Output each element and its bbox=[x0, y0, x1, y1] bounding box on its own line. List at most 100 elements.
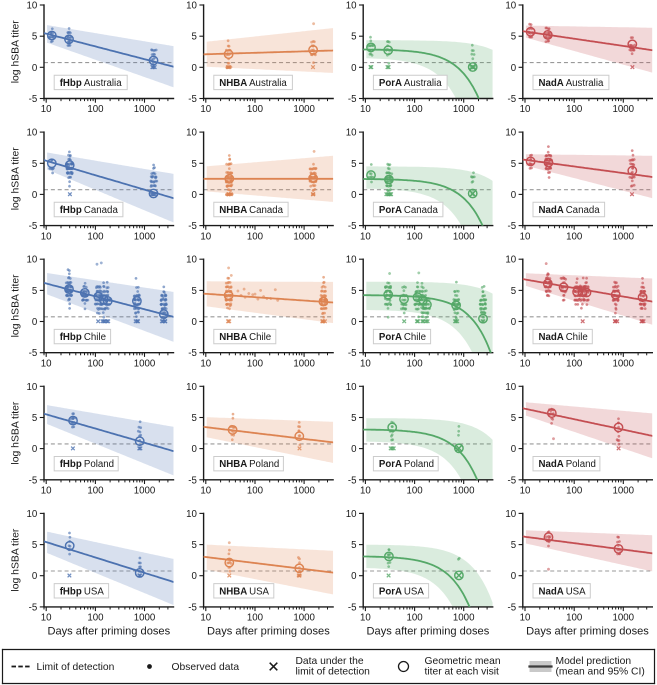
svg-text:0: 0 bbox=[511, 444, 517, 455]
svg-text:0: 0 bbox=[351, 317, 357, 328]
svg-text:1000: 1000 bbox=[613, 104, 635, 115]
svg-text:10: 10 bbox=[186, 255, 197, 266]
svg-text:10: 10 bbox=[27, 382, 38, 393]
svg-text:10: 10 bbox=[27, 128, 38, 139]
svg-text:fHbp: fHbp bbox=[60, 459, 82, 470]
svg-text:Australia: Australia bbox=[404, 78, 442, 89]
svg-text:NadA: NadA bbox=[539, 459, 564, 470]
svg-text:Australia: Australia bbox=[84, 78, 122, 89]
svg-text:-5: -5 bbox=[348, 475, 357, 486]
svg-text:Canada: Canada bbox=[84, 205, 119, 216]
svg-text:0: 0 bbox=[192, 317, 198, 328]
svg-text:10: 10 bbox=[520, 104, 531, 115]
svg-text:log hSBA titer: log hSBA titer bbox=[10, 147, 21, 210]
svg-text:1000: 1000 bbox=[613, 358, 635, 369]
svg-text:Days after priming doses: Days after priming doses bbox=[367, 626, 490, 638]
svg-text:PorA: PorA bbox=[379, 332, 402, 343]
svg-text:10: 10 bbox=[346, 509, 357, 520]
svg-text:0: 0 bbox=[351, 571, 357, 582]
svg-text:10: 10 bbox=[360, 613, 371, 624]
svg-text:5: 5 bbox=[192, 540, 197, 551]
svg-text:0: 0 bbox=[32, 190, 38, 201]
svg-text:5: 5 bbox=[32, 540, 37, 551]
svg-text:10: 10 bbox=[505, 255, 516, 266]
svg-text:5: 5 bbox=[351, 413, 356, 424]
svg-text:NadA: NadA bbox=[539, 78, 564, 89]
svg-text:NHBA: NHBA bbox=[219, 205, 247, 216]
svg-text:10: 10 bbox=[41, 486, 52, 497]
svg-text:Observed data: Observed data bbox=[172, 662, 240, 673]
svg-text:1000: 1000 bbox=[453, 486, 475, 497]
svg-text:1000: 1000 bbox=[613, 486, 635, 497]
svg-text:10: 10 bbox=[200, 486, 211, 497]
svg-text:5: 5 bbox=[511, 159, 516, 170]
svg-text:10: 10 bbox=[186, 382, 197, 393]
svg-text:1000: 1000 bbox=[453, 231, 475, 242]
svg-text:-5: -5 bbox=[507, 348, 516, 359]
svg-text:0: 0 bbox=[32, 317, 38, 328]
svg-text:10: 10 bbox=[360, 231, 371, 242]
svg-text:10: 10 bbox=[186, 1, 197, 12]
svg-text:NadA: NadA bbox=[539, 205, 564, 216]
svg-text:0: 0 bbox=[32, 444, 38, 455]
svg-text:PorA: PorA bbox=[379, 459, 402, 470]
svg-text:100: 100 bbox=[247, 486, 264, 497]
svg-text:Data under the: Data under the bbox=[296, 656, 364, 667]
svg-text:10: 10 bbox=[186, 509, 197, 520]
svg-text:Canada: Canada bbox=[404, 205, 439, 216]
svg-text:100: 100 bbox=[247, 104, 264, 115]
svg-text:Australia: Australia bbox=[249, 78, 287, 89]
svg-text:0: 0 bbox=[351, 190, 357, 201]
svg-text:10: 10 bbox=[346, 382, 357, 393]
svg-text:-5: -5 bbox=[348, 348, 357, 359]
svg-text:10: 10 bbox=[41, 104, 52, 115]
svg-text:USA: USA bbox=[84, 586, 104, 597]
svg-text:100: 100 bbox=[407, 231, 424, 242]
svg-text:10: 10 bbox=[505, 1, 516, 12]
svg-text:1000: 1000 bbox=[613, 613, 635, 624]
svg-text:10: 10 bbox=[360, 486, 371, 497]
svg-text:100: 100 bbox=[407, 104, 424, 115]
svg-text:100: 100 bbox=[566, 613, 583, 624]
svg-text:-5: -5 bbox=[188, 602, 197, 613]
svg-text:10: 10 bbox=[520, 613, 531, 624]
svg-text:0: 0 bbox=[351, 63, 357, 74]
svg-text:0: 0 bbox=[32, 63, 38, 74]
svg-text:100: 100 bbox=[566, 231, 583, 242]
svg-text:5: 5 bbox=[511, 286, 516, 297]
svg-text:1000: 1000 bbox=[293, 613, 315, 624]
svg-text:10: 10 bbox=[346, 128, 357, 139]
svg-text:Days after priming doses: Days after priming doses bbox=[207, 626, 330, 638]
svg-text:Model prediction: Model prediction bbox=[556, 656, 632, 667]
svg-text:log hSBA titer: log hSBA titer bbox=[10, 528, 21, 591]
svg-text:5: 5 bbox=[351, 286, 356, 297]
svg-text:10: 10 bbox=[346, 1, 357, 12]
svg-text:Chile: Chile bbox=[249, 332, 271, 343]
svg-text:1000: 1000 bbox=[293, 486, 315, 497]
svg-text:0: 0 bbox=[511, 63, 517, 74]
svg-text:100: 100 bbox=[87, 358, 104, 369]
svg-text:10: 10 bbox=[520, 358, 531, 369]
svg-text:10: 10 bbox=[27, 1, 38, 12]
svg-text:5: 5 bbox=[511, 32, 516, 43]
svg-text:NadA: NadA bbox=[539, 586, 564, 597]
svg-text:Chile: Chile bbox=[84, 332, 106, 343]
svg-text:10: 10 bbox=[27, 509, 38, 520]
svg-text:Poland: Poland bbox=[84, 459, 114, 470]
svg-text:fHbp: fHbp bbox=[60, 586, 82, 597]
svg-text:10: 10 bbox=[186, 128, 197, 139]
svg-text:-5: -5 bbox=[29, 348, 38, 359]
svg-text:NHBA: NHBA bbox=[219, 78, 247, 89]
svg-text:fHbp: fHbp bbox=[60, 205, 82, 216]
svg-text:Canada: Canada bbox=[566, 205, 601, 216]
svg-text:5: 5 bbox=[32, 32, 37, 43]
svg-text:0: 0 bbox=[511, 571, 517, 582]
svg-text:10: 10 bbox=[200, 613, 211, 624]
svg-text:100: 100 bbox=[247, 231, 264, 242]
svg-text:10: 10 bbox=[505, 509, 516, 520]
svg-text:-5: -5 bbox=[188, 475, 197, 486]
svg-text:5: 5 bbox=[511, 413, 516, 424]
svg-text:5: 5 bbox=[32, 159, 37, 170]
svg-text:0: 0 bbox=[511, 190, 517, 201]
svg-text:Days after priming doses: Days after priming doses bbox=[526, 626, 649, 638]
